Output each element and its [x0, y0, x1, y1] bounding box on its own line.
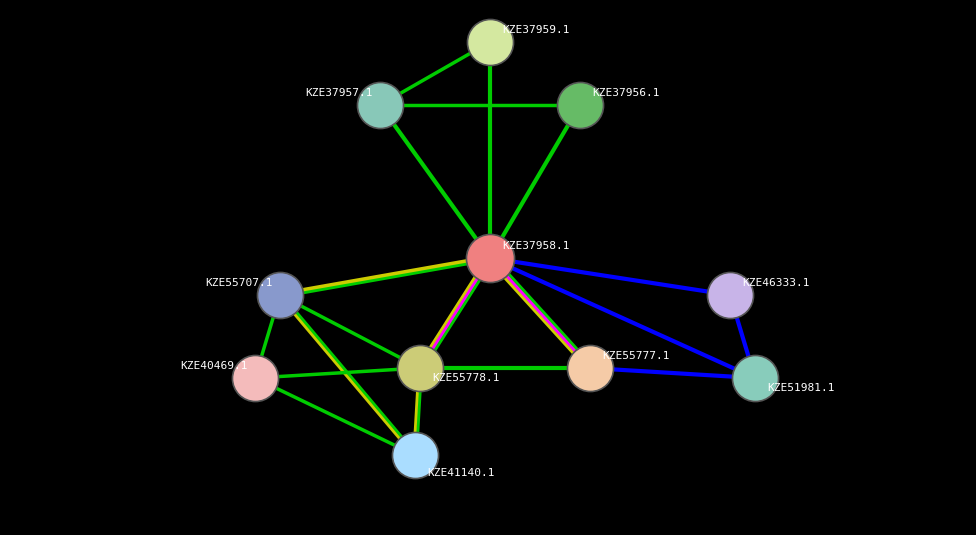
- Text: KZE55777.1: KZE55777.1: [602, 351, 670, 361]
- Text: KZE37959.1: KZE37959.1: [502, 25, 570, 35]
- Point: [482, 38, 498, 47]
- Point: [247, 374, 263, 383]
- Text: KZE46333.1: KZE46333.1: [742, 278, 809, 288]
- Point: [272, 291, 288, 299]
- Text: KZE40469.1: KZE40469.1: [180, 361, 248, 371]
- Text: KZE51981.1: KZE51981.1: [767, 383, 834, 393]
- Point: [748, 374, 763, 383]
- Text: KZE37956.1: KZE37956.1: [592, 88, 660, 98]
- Text: KZE37957.1: KZE37957.1: [305, 88, 373, 98]
- Text: KZE55778.1: KZE55778.1: [432, 373, 500, 383]
- Text: KZE41140.1: KZE41140.1: [427, 468, 495, 478]
- Text: KZE55707.1: KZE55707.1: [205, 278, 272, 288]
- Point: [372, 101, 387, 109]
- Point: [412, 364, 427, 372]
- Text: KZE37958.1: KZE37958.1: [502, 241, 570, 251]
- Point: [572, 101, 588, 109]
- Point: [407, 450, 423, 459]
- Point: [583, 364, 598, 372]
- Point: [482, 254, 498, 262]
- Point: [722, 291, 738, 299]
